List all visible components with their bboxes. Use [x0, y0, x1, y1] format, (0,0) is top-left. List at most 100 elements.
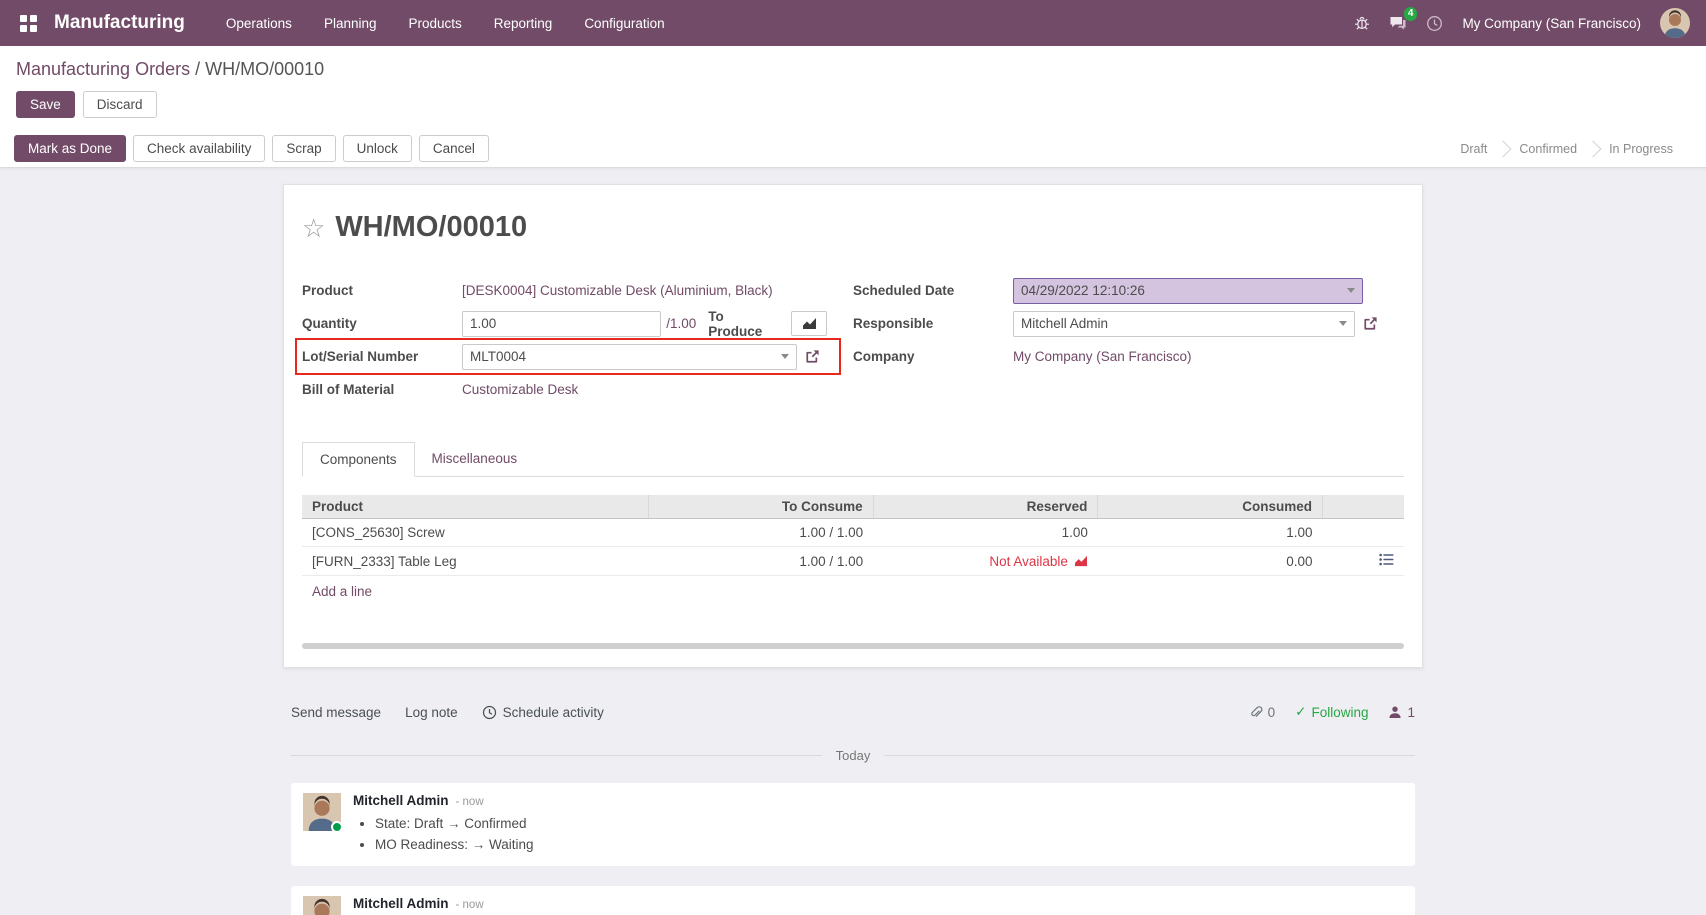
- forecast-chart-button[interactable]: [791, 311, 827, 336]
- chatter-toolbar: Send message Log note Schedule activity …: [291, 704, 1415, 720]
- field-grid: Product [DESK0004] Customizable Desk (Al…: [295, 274, 1404, 406]
- apps-menu-button[interactable]: [10, 5, 46, 41]
- activities-clock-icon[interactable]: [1426, 15, 1443, 32]
- top-navbar: Manufacturing Operations Planning Produc…: [0, 0, 1706, 46]
- table-row[interactable]: [CONS_25630] Screw 1.00 / 1.00 1.00 1.00: [302, 518, 1404, 547]
- responsible-input[interactable]: [1021, 316, 1333, 331]
- scrap-button[interactable]: Scrap: [272, 135, 336, 162]
- messages-icon[interactable]: 4: [1389, 7, 1418, 31]
- header-consumed[interactable]: Consumed: [1097, 495, 1323, 519]
- menu-planning[interactable]: Planning: [323, 15, 377, 31]
- menu-configuration[interactable]: Configuration: [584, 15, 665, 31]
- breadcrumb: Manufacturing Orders / WH/MO/00010: [16, 59, 1690, 80]
- notebook-tabs: Components Miscellaneous: [302, 442, 1404, 477]
- header-empty: [1322, 495, 1404, 519]
- company-field-row: Company My Company (San Francisco): [853, 340, 1378, 373]
- check-availability-button[interactable]: Check availability: [133, 135, 266, 162]
- message: Mitchell Admin - now Production Order cr…: [291, 885, 1415, 915]
- date-divider-label: Today: [835, 748, 871, 763]
- caret-down-icon[interactable]: [781, 354, 789, 359]
- followers-button[interactable]: 1: [1388, 705, 1415, 720]
- header-reserved[interactable]: Reserved: [872, 495, 1098, 519]
- responsible-field-row: Responsible: [853, 307, 1378, 340]
- table-scrollbar[interactable]: [302, 643, 1404, 649]
- mark-as-done-button[interactable]: Mark as Done: [14, 135, 127, 162]
- navbar-systray: 4 My Company (San Francisco): [1354, 7, 1690, 38]
- main-menu: Operations Planning Products Reporting C…: [213, 7, 678, 40]
- message-author[interactable]: Mitchell Admin: [353, 793, 449, 808]
- unlock-button[interactable]: Unlock: [342, 135, 412, 162]
- action-bar: Mark as Done Check availability Scrap Un…: [0, 130, 1706, 168]
- responsible-input-box: [1013, 310, 1355, 337]
- debug-bug-icon[interactable]: [1354, 15, 1370, 31]
- area-chart-icon: [802, 318, 816, 329]
- favorite-star-icon[interactable]: ☆: [302, 212, 326, 243]
- form-sheet: ☆ WH/MO/00010 Product [DESK0004] Customi…: [283, 184, 1423, 668]
- apps-grid-icon: [19, 14, 37, 32]
- user-avatar[interactable]: [1660, 8, 1690, 38]
- product-link[interactable]: [DESK0004] Customizable Desk (Aluminium,…: [462, 283, 773, 298]
- caret-down-icon[interactable]: [1339, 321, 1347, 326]
- statusbar: Draft Confirmed In Progress: [1447, 140, 1692, 157]
- message: Mitchell Admin - now State: Draft → Conf…: [291, 783, 1415, 866]
- company-label: Company: [853, 349, 915, 364]
- components-table: Product To Consume Reserved Consumed [CO…: [302, 495, 1404, 607]
- quantity-input-box: [462, 310, 662, 337]
- bom-link[interactable]: Customizable Desk: [462, 382, 579, 397]
- consumption-list-icon[interactable]: [1379, 553, 1394, 566]
- attachments-button[interactable]: 0: [1249, 704, 1276, 720]
- attachments-count: 0: [1267, 704, 1276, 720]
- responsible-label: Responsible: [853, 316, 934, 331]
- send-message-button[interactable]: Send message: [291, 704, 382, 720]
- lot-input[interactable]: [470, 349, 775, 364]
- menu-products[interactable]: Products: [408, 15, 462, 31]
- quantity-input[interactable]: [470, 316, 654, 331]
- forecast-alert-chart-icon[interactable]: [1074, 555, 1088, 567]
- lot-label: Lot/Serial Number: [302, 349, 419, 364]
- app-name[interactable]: Manufacturing: [54, 12, 185, 33]
- schedule-activity-clock-icon: [482, 705, 496, 719]
- state-in-progress[interactable]: In Progress: [1609, 141, 1673, 156]
- discard-button[interactable]: Discard: [82, 91, 157, 118]
- lot-field-row: Lot/Serial Number: [295, 338, 841, 375]
- header-to-consume[interactable]: To Consume: [648, 495, 874, 519]
- schedule-activity-label: Schedule activity: [502, 704, 604, 720]
- message-author[interactable]: Mitchell Admin: [353, 895, 449, 911]
- header-product[interactable]: Product: [302, 495, 649, 519]
- cancel-button[interactable]: Cancel: [418, 135, 489, 162]
- breadcrumb-separator: /: [195, 59, 201, 79]
- followers-person-icon: [1389, 706, 1402, 718]
- cell-actions: [1322, 546, 1404, 576]
- quantity-field-row: Quantity /1.00 To Produce: [302, 307, 827, 340]
- breadcrumb-current: WH/MO/00010: [205, 59, 325, 79]
- save-button[interactable]: Save: [16, 91, 75, 118]
- lot-external-link-icon[interactable]: [805, 349, 820, 364]
- menu-reporting[interactable]: Reporting: [493, 15, 553, 31]
- message-time: - now: [455, 898, 484, 911]
- cell-consumed: 0.00: [1097, 546, 1323, 576]
- schedule-activity-button[interactable]: Schedule activity: [482, 705, 604, 720]
- caret-down-icon[interactable]: [1347, 288, 1355, 293]
- table-row[interactable]: [FURN_2333] Table Leg 1.00 / 1.00 Not Av…: [302, 546, 1404, 576]
- responsible-external-link-icon[interactable]: [1363, 316, 1378, 331]
- menu-operations[interactable]: Operations: [225, 15, 292, 31]
- state-draft[interactable]: Draft: [1460, 141, 1488, 156]
- company-link[interactable]: My Company (San Francisco): [1013, 349, 1192, 364]
- quantity-total: /1.00: [666, 316, 697, 331]
- tab-components[interactable]: Components: [302, 442, 415, 477]
- breadcrumb-parent-link[interactable]: Manufacturing Orders: [16, 59, 191, 79]
- scheduled-date-input[interactable]: [1021, 283, 1341, 298]
- add-a-line-link[interactable]: Add a line: [312, 584, 373, 599]
- user-company-menu[interactable]: My Company (San Francisco): [1462, 15, 1641, 31]
- following-button[interactable]: ✓ Following: [1295, 704, 1368, 720]
- message-avatar: [303, 895, 341, 915]
- tab-miscellaneous[interactable]: Miscellaneous: [431, 451, 518, 466]
- log-note-button[interactable]: Log note: [405, 704, 458, 720]
- state-confirmed[interactable]: Confirmed: [1519, 141, 1578, 156]
- cell-reserved: 1.00: [873, 518, 1098, 547]
- cell-to-consume: 1.00 / 1.00: [648, 546, 874, 576]
- chatter: Send message Log note Schedule activity …: [283, 668, 1423, 915]
- cell-product: [CONS_25630] Screw: [302, 518, 649, 547]
- date-divider: Today: [291, 748, 1416, 763]
- message-time: - now: [455, 796, 484, 808]
